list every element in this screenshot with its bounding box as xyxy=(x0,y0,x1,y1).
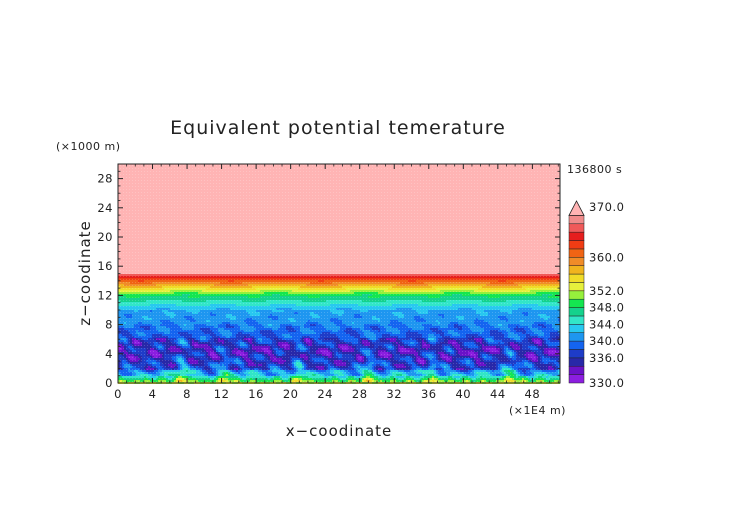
colorbar-swatch xyxy=(568,257,585,266)
x-tick-label: 12 xyxy=(214,387,230,401)
x-unit-label: (×1E4 m) xyxy=(509,404,566,417)
y-tick-label: 8 xyxy=(105,318,113,332)
colorbar-extend-arrow xyxy=(568,200,585,216)
colorbar-swatch xyxy=(568,273,585,283)
colorbar-swatch xyxy=(568,282,585,292)
x-tick-label: 48 xyxy=(525,387,541,401)
y-tick-label: 4 xyxy=(105,347,113,361)
x-tick-label: 0 xyxy=(114,387,122,401)
colorbar-swatch xyxy=(568,374,585,384)
y-tick-label: 12 xyxy=(97,288,113,302)
x-tick-label: 36 xyxy=(421,387,437,401)
x-axis-label: x−coodinate xyxy=(286,422,393,440)
colorbar-swatch xyxy=(568,231,585,241)
colorbar-swatch xyxy=(568,298,585,308)
y-tick-label: 28 xyxy=(97,172,113,186)
colorbar-label: 348.0 xyxy=(589,301,624,315)
colorbar-swatch xyxy=(568,290,585,300)
colorbar-swatch xyxy=(568,357,585,367)
colorbar-swatch xyxy=(568,349,585,359)
colorbar-label: 370.0 xyxy=(589,200,624,214)
colorbar-swatch xyxy=(568,315,585,325)
x-tick-label: 16 xyxy=(248,387,264,401)
colorbar-swatch xyxy=(568,223,585,233)
colorbar-label: 340.0 xyxy=(589,334,624,348)
field-texture xyxy=(118,164,560,383)
colorbar-swatch xyxy=(568,307,585,317)
colorbar-swatch xyxy=(568,365,585,375)
y-tick-label: 0 xyxy=(105,376,113,390)
x-tick-label: 44 xyxy=(490,387,506,401)
x-tick-label: 28 xyxy=(352,387,368,401)
y-tick-label: 16 xyxy=(97,259,113,273)
y-unit-label: (×1000 m) xyxy=(56,140,121,153)
x-axis: 0 4 8 12 16 20 24 28 32 36 40 44 48 xyxy=(114,164,559,401)
colorbar-swatch xyxy=(568,240,585,250)
x-tick-label: 24 xyxy=(317,387,333,401)
y-tick-label: 20 xyxy=(97,230,113,244)
x-tick-label: 20 xyxy=(283,387,299,401)
y-tick-label: 24 xyxy=(97,201,113,215)
colorbar-swatch xyxy=(568,324,585,333)
time-label: 136800 s xyxy=(567,163,622,176)
plot-area xyxy=(117,163,561,384)
colorbar-label: 352.0 xyxy=(589,284,624,298)
x-tick-label: 4 xyxy=(149,387,157,401)
colorbar-swatch xyxy=(568,265,585,275)
chart-title: Equivalent potential temerature xyxy=(170,117,506,139)
colorbar-label: 344.0 xyxy=(589,317,624,331)
x-tick-label: 32 xyxy=(386,387,402,401)
colorbar-swatch xyxy=(568,248,585,258)
colorbar-swatch xyxy=(568,340,585,350)
colorbar-label: 330.0 xyxy=(589,376,624,390)
colorbar-label: 360.0 xyxy=(589,250,624,264)
x-tick-label: 8 xyxy=(183,387,191,401)
colorbar-swatch xyxy=(568,332,585,342)
colorbar-label: 336.0 xyxy=(589,351,624,365)
colorbar-swatch xyxy=(568,215,585,225)
colorbar: 330.0 336.0 340.0 344.0 348.0 352.0 360.0 370.0 xyxy=(568,200,624,390)
x-tick-label: 40 xyxy=(455,387,471,401)
y-axis-label: z−coodinate xyxy=(76,220,94,326)
y-axis: 0 4 8 12 16 20 24 28 xyxy=(97,163,560,390)
